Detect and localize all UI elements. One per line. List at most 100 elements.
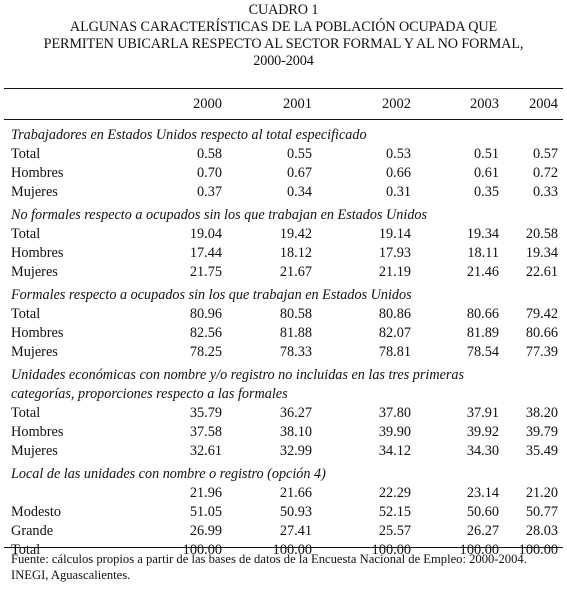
table-row: 21.96 21.66 22.29 23.14 21.20 xyxy=(0,484,567,503)
section-title-line: Unidades económicas con nombre y/o regis… xyxy=(11,367,465,383)
table-cell: 21.75 xyxy=(189,264,222,280)
row-label: Modesto xyxy=(11,504,62,520)
table-cell: 21.67 xyxy=(279,264,312,280)
row-label: Total xyxy=(11,146,41,162)
row-label: Mujeres xyxy=(11,344,58,360)
table-title-line-2: PERMITEN UBICARLA RESPECTO AL SECTOR FOR… xyxy=(43,36,524,52)
source-note: Fuente: cálculos propios a partir de las… xyxy=(11,552,527,582)
table-cell: 20.58 xyxy=(525,226,558,242)
table-cell: 21.66 xyxy=(279,485,312,501)
table-cell: 81.89 xyxy=(466,325,499,341)
table-body: Trabajadores en Estados Unidos respecto … xyxy=(0,126,567,560)
table-cell: 26.99 xyxy=(189,523,222,539)
table-cell: 0.37 xyxy=(196,184,222,200)
table-cell: 39.92 xyxy=(466,424,499,440)
table-cell: 0.35 xyxy=(473,184,499,200)
row-label: Mujeres xyxy=(11,184,58,200)
table-cell: 0.53 xyxy=(385,146,411,162)
table-cell: 100.00 xyxy=(518,542,558,558)
table-cell: 0.67 xyxy=(286,165,312,181)
table-cell: 25.57 xyxy=(378,523,411,539)
table-cell: 19.34 xyxy=(466,226,499,242)
row-label: Mujeres xyxy=(11,264,58,280)
row-label: Total xyxy=(11,542,41,558)
table-row: Total 35.79 36.27 37.80 37.91 38.20 xyxy=(0,404,567,423)
table-row: Total 19.04 19.42 19.14 19.34 20.58 xyxy=(0,225,567,244)
row-label: Hombres xyxy=(11,165,64,181)
section-title: Formales respecto a ocupados sin los que… xyxy=(11,287,412,303)
year-header-2002: 2002 xyxy=(382,96,411,112)
table-cell: 37.58 xyxy=(189,424,222,440)
table-cell: 39.79 xyxy=(525,424,558,440)
table-cell: 35.49 xyxy=(525,443,558,459)
table-row: Grande 26.99 27.41 25.57 26.27 28.03 xyxy=(0,522,567,541)
table-cell: 38.20 xyxy=(525,405,558,421)
year-header-row: 2000 2001 2002 2003 2004 xyxy=(0,96,567,114)
row-label: Hombres xyxy=(11,424,64,440)
table-title-block: CUADRO 1 ALGUNAS CARACTERÍSTICAS DE LA P… xyxy=(0,0,567,70)
table-cell: 22.61 xyxy=(525,264,558,280)
table-cell: 100.00 xyxy=(182,542,222,558)
section-title: No formales respecto a ocupados sin los … xyxy=(11,207,428,223)
table-cell: 50.60 xyxy=(466,504,499,520)
table-row: Hombres 82.56 81.88 82.07 81.89 80.66 xyxy=(0,324,567,343)
table-cell: 21.46 xyxy=(466,264,499,280)
table-cell: 50.93 xyxy=(279,504,312,520)
table-cell: 23.14 xyxy=(466,485,499,501)
table-cell: 0.55 xyxy=(286,146,312,162)
table-cell: 78.25 xyxy=(189,344,222,360)
table-row: Hombres 0.70 0.67 0.66 0.61 0.72 xyxy=(0,164,567,183)
table-cell: 100.00 xyxy=(459,542,499,558)
section-title: Local de las unidades con nombre o regis… xyxy=(11,466,326,482)
table-section: Formales respecto a ocupados sin los que… xyxy=(0,286,567,366)
table-cell: 17.44 xyxy=(189,245,222,261)
section-title-line: categorías, proporciones respecto a las … xyxy=(11,386,288,402)
table-row: Modesto 51.05 50.93 52.15 50.60 50.77 xyxy=(0,503,567,522)
table-cell: 79.42 xyxy=(525,306,558,322)
table-cell: 34.30 xyxy=(466,443,499,459)
table-cell: 21.96 xyxy=(189,485,222,501)
row-label: Total xyxy=(11,226,41,242)
year-header-2000: 2000 xyxy=(193,96,222,112)
table-cell: 81.88 xyxy=(279,325,312,341)
table-cell: 18.11 xyxy=(467,245,499,261)
table-cell: 19.04 xyxy=(189,226,222,242)
table-cell: 80.58 xyxy=(279,306,312,322)
table-cell: 0.72 xyxy=(532,165,558,181)
table-cell: 17.93 xyxy=(378,245,411,261)
table-section: Local de las unidades con nombre o regis… xyxy=(0,465,567,560)
table-cell: 100.00 xyxy=(272,542,312,558)
table-section: Unidades económicas con nombre y/o regis… xyxy=(0,366,567,465)
table-cell: 28.03 xyxy=(525,523,558,539)
row-label: Total xyxy=(11,306,41,322)
table-cell: 0.57 xyxy=(532,146,558,162)
table-cell: 50.77 xyxy=(525,504,558,520)
row-label: Grande xyxy=(11,523,54,539)
table-cell: 22.29 xyxy=(378,485,411,501)
table-cell: 51.05 xyxy=(189,504,222,520)
table-cell: 36.27 xyxy=(279,405,312,421)
table-cell: 18.12 xyxy=(279,245,312,261)
section-title: Trabajadores en Estados Unidos respecto … xyxy=(11,127,367,143)
table-cell: 80.96 xyxy=(189,306,222,322)
table-cell: 34.12 xyxy=(378,443,411,459)
table-row: Mujeres 21.75 21.67 21.19 21.46 22.61 xyxy=(0,263,567,282)
table-cell: 26.27 xyxy=(466,523,499,539)
table-cell: 21.19 xyxy=(378,264,411,280)
table-cell: 0.58 xyxy=(196,146,222,162)
table-cell: 0.66 xyxy=(385,165,411,181)
table-cell: 37.91 xyxy=(466,405,499,421)
table-cell: 32.99 xyxy=(279,443,312,459)
table-cell: 0.70 xyxy=(196,165,222,181)
table-row: Total 0.58 0.55 0.53 0.51 0.57 xyxy=(0,145,567,164)
table-row: Total 100.00 100.00 100.00 100.00 100.00 xyxy=(0,541,567,560)
table-cell: 100.00 xyxy=(371,542,411,558)
row-label: Mujeres xyxy=(11,443,58,459)
table-cell: 78.33 xyxy=(279,344,312,360)
table-cell: 78.81 xyxy=(378,344,411,360)
table-cell: 82.56 xyxy=(189,325,222,341)
header-rule xyxy=(4,119,563,120)
table-cell: 19.34 xyxy=(525,245,558,261)
year-header-2003: 2003 xyxy=(470,96,499,112)
table-row: Hombres 17.44 18.12 17.93 18.11 19.34 xyxy=(0,244,567,263)
